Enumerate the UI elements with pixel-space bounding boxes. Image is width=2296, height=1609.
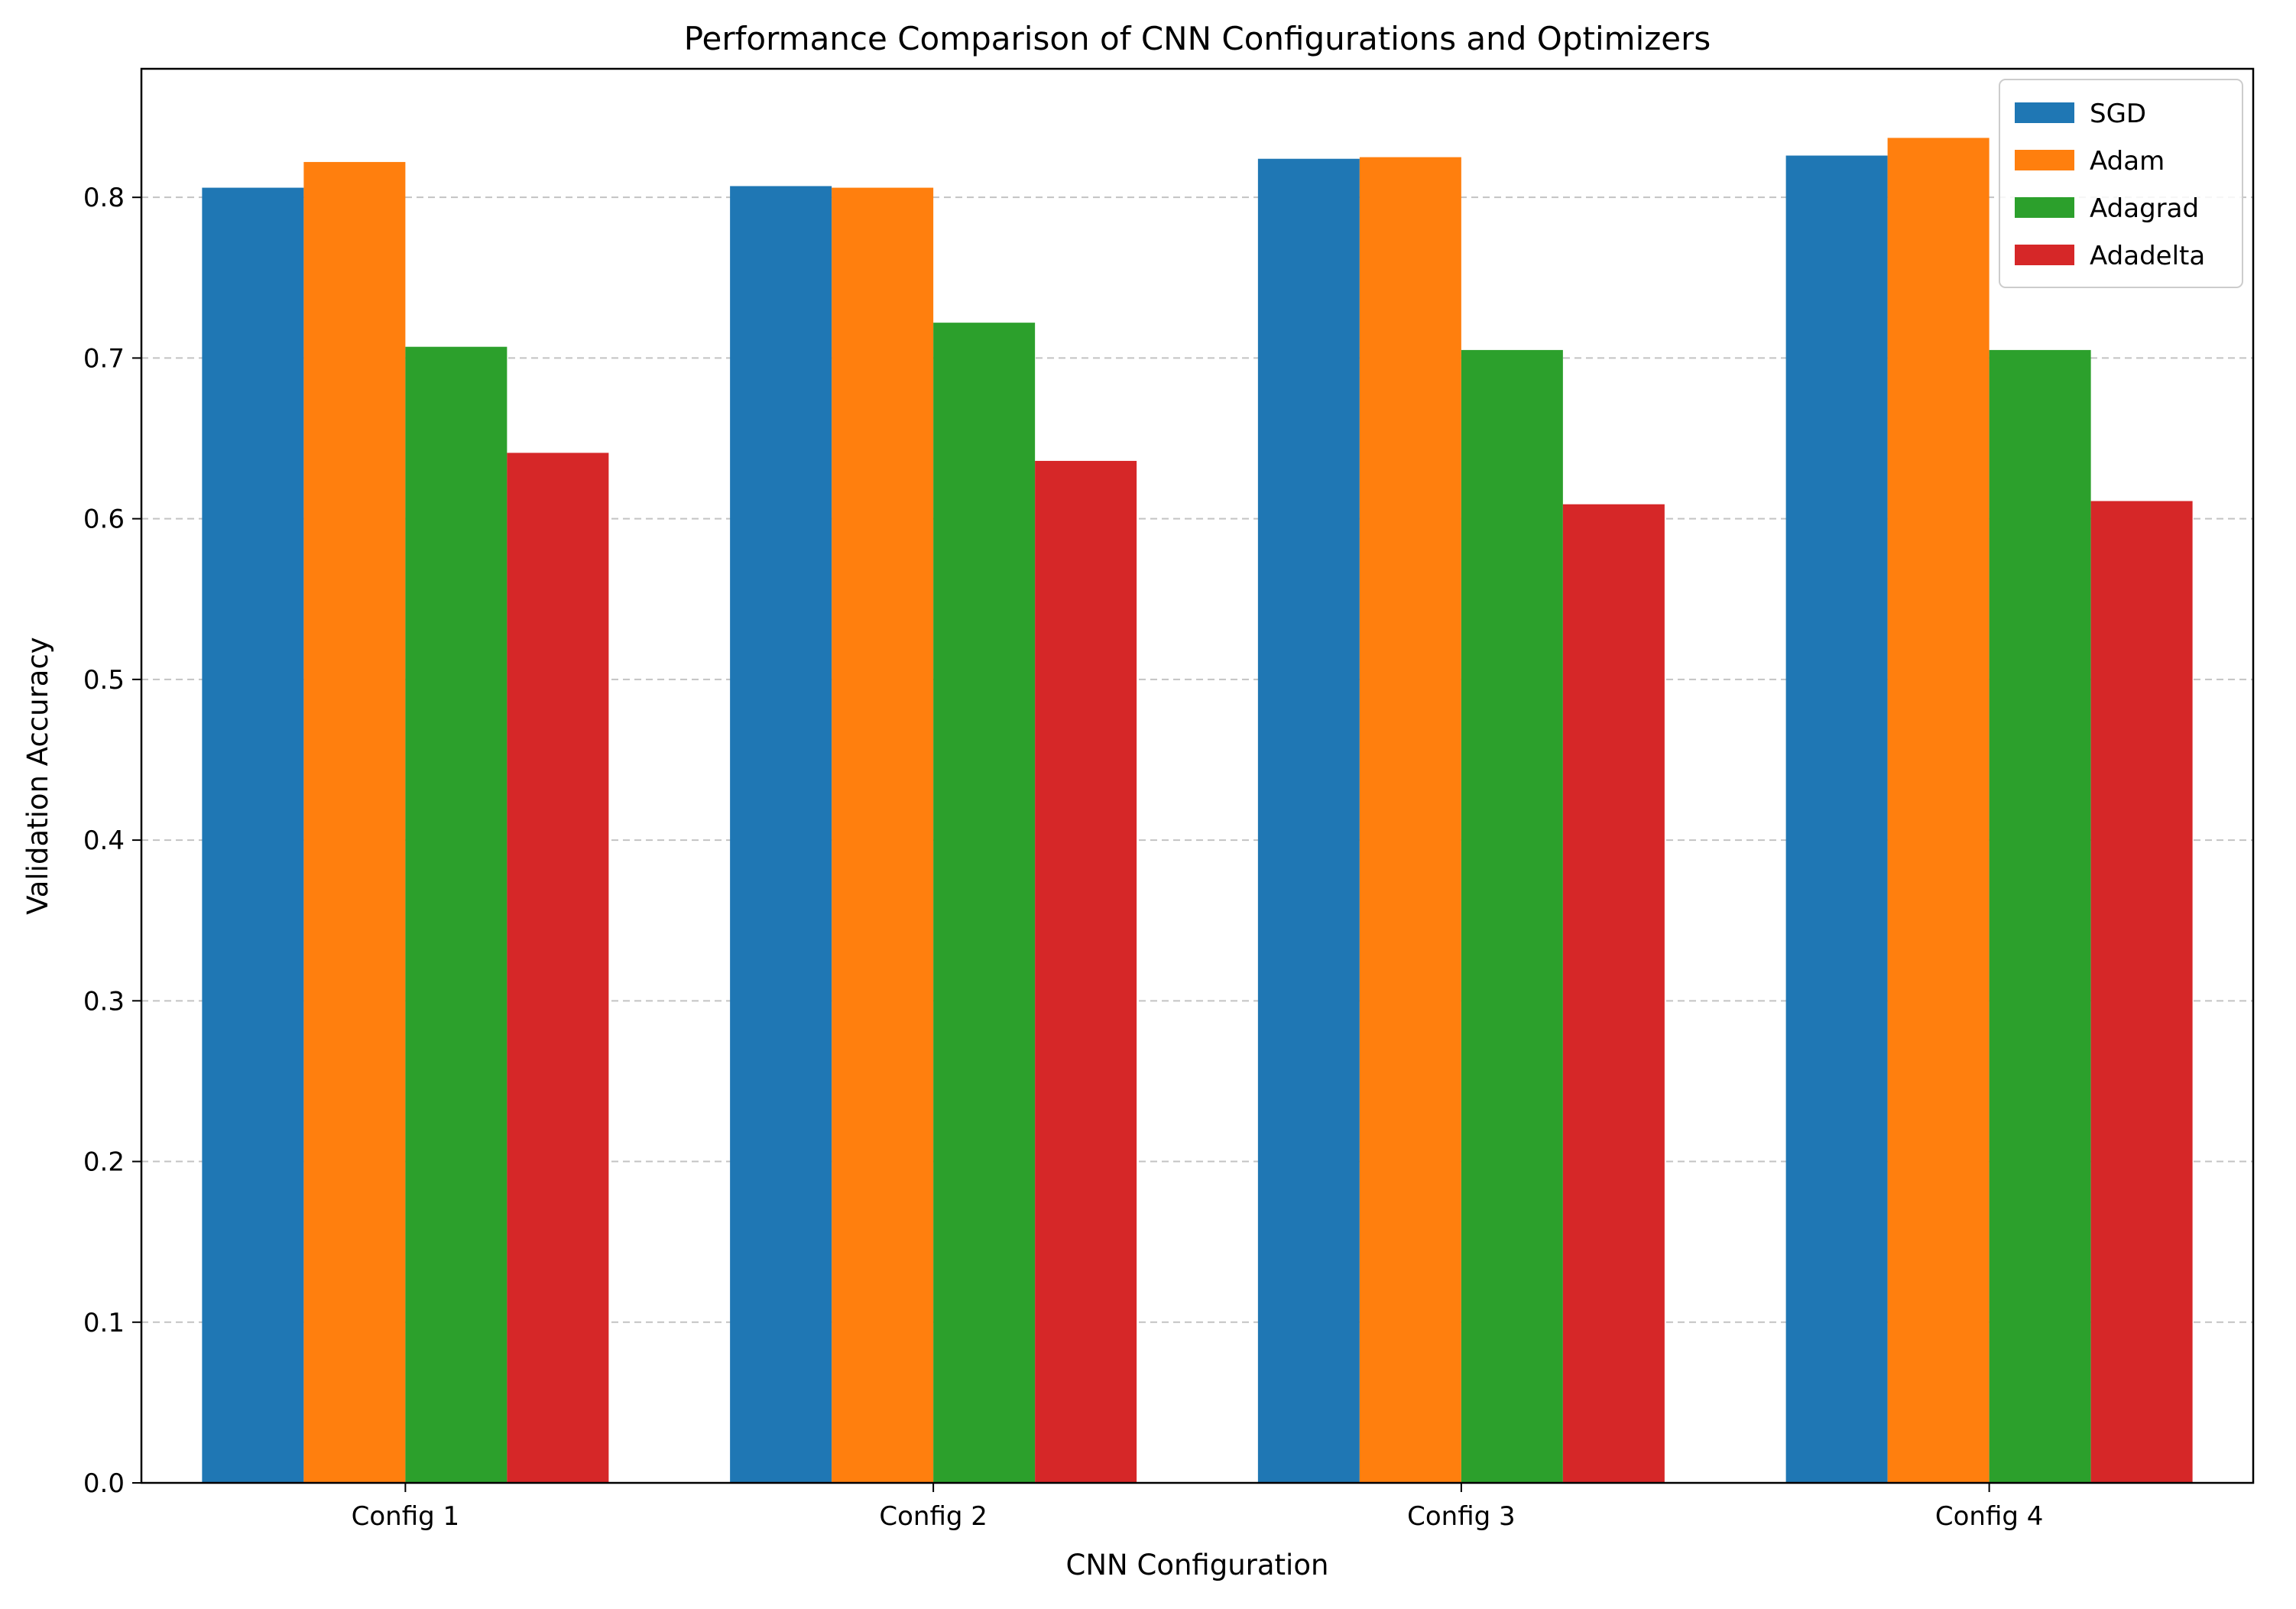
bar-sgd-3	[1257, 158, 1360, 1483]
bars	[202, 138, 2193, 1484]
y-tick-label: 0.6	[83, 504, 125, 535]
bar-adagrad-4	[1989, 349, 2091, 1484]
bar-sgd-4	[1785, 155, 1888, 1484]
legend-box	[1999, 79, 2243, 288]
legend-swatch-adagrad	[2015, 197, 2074, 218]
plot-frame	[140, 67, 2255, 1484]
bar-sgd-2	[730, 186, 832, 1483]
y-axis-label: Validation Accuracy	[21, 637, 54, 914]
y-tick-label: 0.0	[83, 1468, 125, 1499]
y-tick-label: 0.2	[83, 1147, 125, 1178]
bar-adam-2	[832, 187, 934, 1484]
legend-label-adagrad: Adagrad	[2090, 193, 2199, 224]
bar-adagrad-1	[405, 346, 508, 1484]
bar-adadelta-4	[2090, 501, 2193, 1483]
chart-title: Performance Comparison of CNN Configurat…	[684, 20, 1711, 57]
bar-adam-1	[303, 161, 406, 1483]
x-tick-label: Config 4	[1935, 1501, 2044, 1532]
x-tick-label: Config 1	[352, 1501, 460, 1532]
bar-sgd-1	[202, 187, 304, 1484]
bar-adadelta-3	[1562, 504, 1665, 1484]
bar-adam-3	[1359, 157, 1461, 1483]
bar-adadelta-2	[1035, 460, 1137, 1483]
legend-label-adam: Adam	[2090, 146, 2165, 177]
x-axis: Config 1 Config 2 Config 3 Config 4	[352, 1483, 2044, 1532]
legend-label-adadelta: Adadelta	[2090, 241, 2205, 271]
legend-swatch-sgd	[2015, 102, 2074, 123]
y-tick-label: 0.1	[83, 1308, 125, 1338]
legend-swatch-adam	[2015, 150, 2074, 170]
bar-adam-4	[1887, 138, 1990, 1484]
x-tick-label: Config 3	[1407, 1501, 1516, 1532]
bar-adadelta-1	[507, 453, 609, 1484]
x-axis-label: CNN Configuration	[1066, 1549, 1329, 1581]
y-tick-label: 0.3	[83, 986, 125, 1017]
bar-adagrad-2	[933, 323, 1036, 1484]
y-tick-label: 0.7	[83, 343, 125, 374]
y-tick-label: 0.8	[83, 183, 125, 213]
x-tick-label: Config 2	[879, 1501, 987, 1532]
legend-label-sgd: SGD	[2090, 99, 2146, 129]
y-tick-label: 0.4	[83, 826, 125, 856]
legend-swatch-adadelta	[2015, 245, 2074, 265]
y-tick-label: 0.5	[83, 665, 125, 696]
bar-adagrad-3	[1461, 349, 1563, 1484]
y-axis: 0.0 0.1 0.2 0.3 0.4 0.5 0.6 0.7 0.8	[83, 183, 141, 1499]
legend: SGD Adam Adagrad Adadelta	[1999, 79, 2243, 288]
